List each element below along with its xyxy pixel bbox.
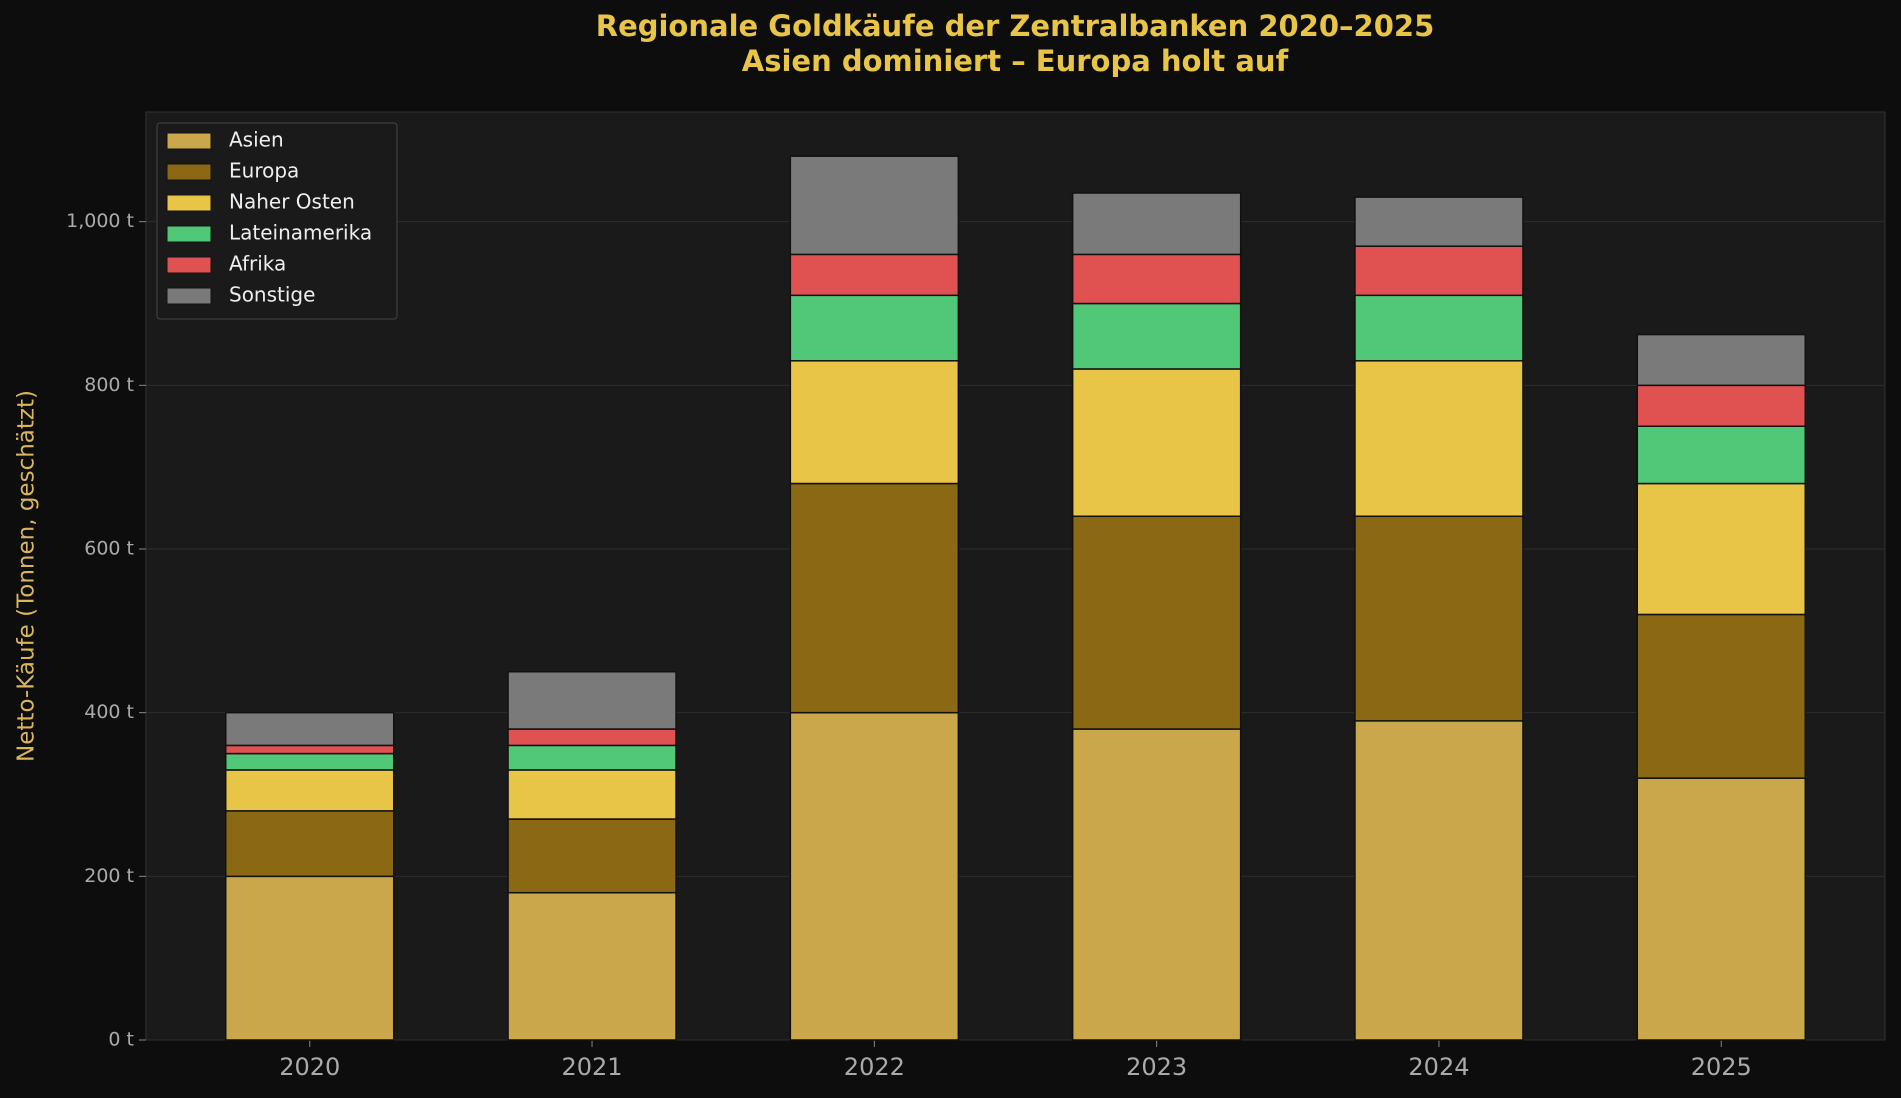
- bar-segment: [224, 875, 395, 1041]
- bar-segment: [789, 360, 960, 485]
- x-tick-label: 2020: [279, 1053, 340, 1081]
- bar-segment: [507, 818, 677, 894]
- bar-segment: [507, 670, 677, 730]
- bar-segment: [224, 810, 395, 878]
- y-tick-label: 0 t: [108, 1029, 134, 1051]
- y-tick-label: 600 t: [84, 537, 134, 559]
- bar-segment: [1636, 777, 1807, 1041]
- bar-segment: [789, 482, 960, 714]
- bar-segment: [1636, 482, 1807, 616]
- bar-segment: [1071, 368, 1242, 518]
- bar-segment: [507, 728, 677, 747]
- bar-segment: [1071, 302, 1242, 370]
- bar-segment: [1071, 192, 1242, 256]
- x-tick-label: 2024: [1408, 1053, 1469, 1081]
- bar-segment: [789, 253, 960, 297]
- legend-label: Naher Osten: [229, 190, 355, 214]
- legend-label: Europa: [229, 159, 299, 183]
- bar-segment: [1636, 384, 1807, 427]
- plot-area: [145, 111, 1886, 1041]
- x-tick-label: 2025: [1691, 1053, 1752, 1081]
- y-tick-label: 1,000 t: [66, 210, 134, 232]
- legend-swatch: [166, 225, 212, 243]
- legend-swatch: [166, 132, 212, 150]
- legend-label: Sonstige: [229, 283, 315, 307]
- chart-subtitle: Asien dominiert – Europa holt auf: [742, 44, 1289, 78]
- legend-label: Afrika: [229, 252, 286, 276]
- x-tick-label: 2022: [844, 1053, 905, 1081]
- y-tick-label: 800 t: [84, 374, 134, 396]
- x-tick-label: 2023: [1126, 1053, 1187, 1081]
- bar-segment: [507, 744, 677, 771]
- bar-segment: [1354, 515, 1524, 722]
- legend-label: Asien: [229, 128, 284, 152]
- bar-segment: [789, 711, 960, 1041]
- legend-swatch: [166, 194, 212, 212]
- bar-segment: [1354, 196, 1524, 247]
- y-axis-label: Netto-Käufe (Tonnen, geschätzt): [14, 390, 40, 762]
- legend-swatch: [166, 256, 212, 274]
- bar-segment: [789, 155, 960, 256]
- x-tick-label: 2021: [562, 1053, 623, 1081]
- bar-segment: [224, 711, 395, 747]
- bar-segment: [1636, 333, 1807, 387]
- bar-segment: [1354, 294, 1524, 362]
- legend-box: [156, 122, 398, 320]
- bar-segment: [224, 744, 395, 755]
- bar-segment: [1354, 720, 1524, 1041]
- bar-segment: [1636, 425, 1807, 485]
- y-tick-label: 200 t: [84, 865, 134, 887]
- bar-segment: [1071, 728, 1242, 1041]
- bar-segment: [1071, 253, 1242, 305]
- legend-swatch: [166, 163, 212, 181]
- y-tick-label: 400 t: [84, 701, 134, 723]
- bar-segment: [1071, 515, 1242, 730]
- bar-segment: [1354, 360, 1524, 518]
- bar-segment: [1354, 245, 1524, 297]
- bar-segment: [507, 891, 677, 1041]
- bar-segment: [789, 294, 960, 362]
- bar-segment: [507, 769, 677, 820]
- bar-segment: [224, 752, 395, 771]
- legend-swatch: [166, 287, 212, 305]
- bar-segment: [1636, 613, 1807, 779]
- bar-segment: [224, 769, 395, 812]
- legend-label: Lateinamerika: [229, 221, 372, 245]
- chart-title: Regionale Goldkäufe der Zentralbanken 20…: [596, 9, 1435, 43]
